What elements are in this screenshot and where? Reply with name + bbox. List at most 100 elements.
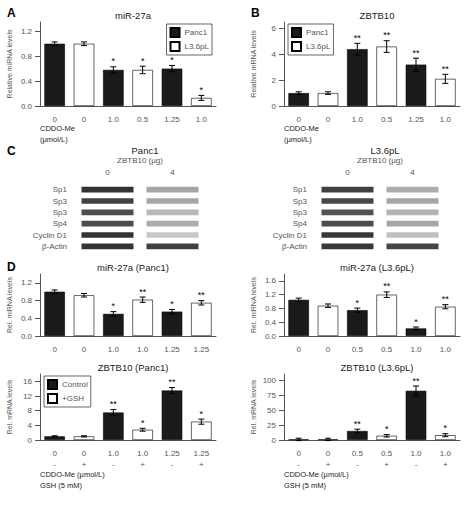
svg-text:+: + — [326, 460, 331, 469]
svg-text:Panc1: Panc1 — [185, 28, 208, 37]
svg-text:0: 0 — [105, 168, 110, 177]
svg-text:0: 0 — [272, 102, 277, 111]
svg-text:1.0: 1.0 — [108, 449, 120, 458]
svg-text:D: D — [7, 260, 16, 274]
svg-text:**: ** — [412, 48, 420, 58]
svg-text:0: 0 — [82, 115, 87, 124]
svg-text:B: B — [251, 6, 260, 20]
svg-text:0: 0 — [326, 345, 331, 354]
svg-text:-: - — [171, 460, 174, 469]
svg-text:1.25: 1.25 — [194, 345, 210, 354]
svg-text:+: + — [82, 460, 87, 469]
svg-text:Sp1: Sp1 — [53, 185, 68, 194]
svg-text:25: 25 — [267, 421, 276, 430]
svg-text:Sp3: Sp3 — [293, 208, 308, 217]
svg-text:0: 0 — [82, 449, 87, 458]
svg-text:Rel. miRNA levels: Rel. miRNA levels — [6, 276, 13, 333]
svg-text:**: ** — [442, 294, 450, 304]
svg-text:ZBTB10 (μg): ZBTB10 (μg) — [357, 156, 403, 165]
svg-text:1.0: 1.0 — [410, 345, 422, 354]
svg-text:1.25: 1.25 — [164, 449, 180, 458]
svg-text:A: A — [7, 6, 16, 20]
svg-text:**: ** — [110, 399, 118, 409]
svg-text:12: 12 — [23, 392, 32, 401]
svg-text:0: 0 — [326, 115, 331, 124]
svg-text:0.8: 0.8 — [21, 296, 33, 305]
svg-text:0: 0 — [82, 345, 87, 354]
svg-text:Sp4: Sp4 — [293, 219, 308, 228]
svg-text:+GSH: +GSH — [62, 394, 84, 403]
svg-text:ZBTB10: ZBTB10 — [360, 10, 395, 21]
svg-text:ZBTB10 (Panc1): ZBTB10 (Panc1) — [98, 362, 169, 373]
svg-text:-: - — [415, 460, 418, 469]
svg-text:-: - — [297, 460, 300, 469]
svg-text:GSH (5 mM): GSH (5 mM) — [40, 481, 83, 490]
svg-text:miR-27a (L3.6pL): miR-27a (L3.6pL) — [340, 262, 414, 273]
svg-text:β-Actin: β-Actin — [282, 242, 307, 251]
svg-text:**: ** — [198, 290, 206, 300]
svg-text:L3.6pL: L3.6pL — [185, 42, 210, 51]
svg-text:CDDO-Me: CDDO-Me — [284, 124, 319, 133]
svg-text:1.0: 1.0 — [196, 115, 208, 124]
svg-text:100: 100 — [263, 376, 277, 385]
svg-text:miR-27a: miR-27a — [115, 10, 152, 21]
svg-text:**: ** — [168, 377, 176, 387]
svg-text:**: ** — [442, 64, 450, 74]
svg-text:*: * — [141, 56, 145, 66]
svg-text:*: * — [200, 409, 204, 419]
svg-text:Panc1: Panc1 — [132, 145, 159, 156]
svg-text:Cyclin D1: Cyclin D1 — [273, 231, 308, 240]
svg-text:0: 0 — [296, 449, 301, 458]
svg-text:1.2: 1.2 — [21, 27, 33, 36]
svg-text:GSH (5 mM): GSH (5 mM) — [284, 481, 327, 490]
svg-text:*: * — [112, 56, 116, 66]
svg-text:1.0: 1.0 — [410, 449, 422, 458]
svg-text:6: 6 — [272, 24, 277, 33]
svg-text:1.2: 1.2 — [265, 290, 277, 299]
svg-text:Sp3: Sp3 — [293, 197, 308, 206]
svg-text:0.5: 0.5 — [381, 449, 393, 458]
svg-text:0.4: 0.4 — [21, 77, 33, 86]
svg-text:0: 0 — [52, 449, 57, 458]
svg-text:1.0: 1.0 — [137, 449, 149, 458]
svg-text:Relative mRNA levels: Relative mRNA levels — [250, 30, 257, 98]
svg-text:Sp3: Sp3 — [53, 208, 68, 217]
svg-text:0.8: 0.8 — [265, 304, 277, 313]
svg-text:0: 0 — [52, 115, 57, 124]
svg-text:CDDO-Me: CDDO-Me — [40, 124, 75, 133]
svg-text:*: * — [141, 418, 145, 428]
svg-text:Cyclin D1: Cyclin D1 — [33, 231, 68, 240]
svg-text:1.25: 1.25 — [408, 115, 424, 124]
svg-text:0: 0 — [272, 436, 277, 445]
svg-text:Sp1: Sp1 — [293, 185, 308, 194]
svg-text:ZBTB10 (μg): ZBTB10 (μg) — [117, 156, 163, 165]
svg-text:Sp4: Sp4 — [53, 219, 68, 228]
svg-text:1.0: 1.0 — [440, 345, 452, 354]
svg-text:50: 50 — [267, 406, 276, 415]
svg-text:1.0: 1.0 — [352, 115, 364, 124]
svg-text:0.0: 0.0 — [21, 332, 33, 341]
svg-text:Rel. mRNA levels: Rel. mRNA levels — [6, 379, 13, 434]
svg-text:Rel. mRNA levels: Rel. mRNA levels — [250, 379, 257, 434]
svg-text:0.5: 0.5 — [352, 449, 364, 458]
svg-text:0.0: 0.0 — [21, 102, 33, 111]
svg-text:+: + — [199, 460, 204, 469]
svg-text:2: 2 — [272, 76, 277, 85]
svg-text:0.0: 0.0 — [265, 332, 277, 341]
svg-text:0.5: 0.5 — [137, 115, 149, 124]
svg-text:0: 0 — [345, 168, 350, 177]
svg-text:*: * — [414, 317, 418, 327]
svg-text:CDDO-Me (μmol/L): CDDO-Me (μmol/L) — [284, 470, 349, 479]
svg-text:L3.6pL: L3.6pL — [370, 145, 399, 156]
svg-text:1.25: 1.25 — [194, 449, 210, 458]
svg-text:0: 0 — [326, 449, 331, 458]
svg-text:4: 4 — [170, 168, 175, 177]
svg-text:*: * — [444, 423, 448, 433]
svg-text:Control: Control — [62, 380, 88, 389]
svg-text:(μmol/L): (μmol/L) — [40, 135, 68, 144]
svg-text:0.4: 0.4 — [21, 314, 33, 323]
svg-text:4: 4 — [410, 168, 415, 177]
svg-text:+: + — [140, 460, 145, 469]
svg-text:L3.6pL: L3.6pL — [306, 42, 331, 51]
svg-text:0.5: 0.5 — [381, 345, 393, 354]
